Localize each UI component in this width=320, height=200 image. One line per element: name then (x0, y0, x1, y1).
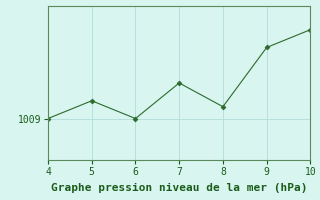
X-axis label: Graphe pression niveau de la mer (hPa): Graphe pression niveau de la mer (hPa) (51, 183, 308, 193)
